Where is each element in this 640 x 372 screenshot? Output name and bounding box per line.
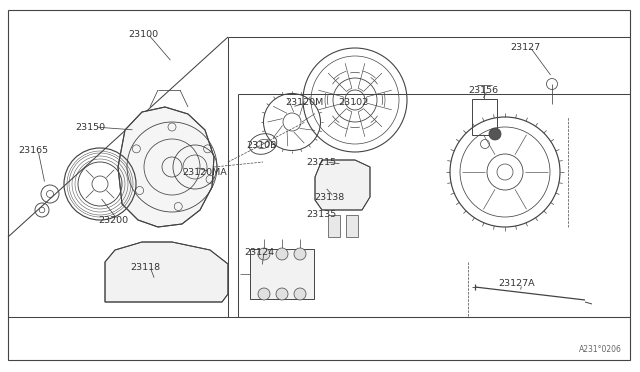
Polygon shape xyxy=(105,242,228,302)
Text: 23120MA: 23120MA xyxy=(182,167,227,176)
Text: 23127: 23127 xyxy=(510,42,540,51)
Polygon shape xyxy=(118,107,214,227)
Circle shape xyxy=(294,248,306,260)
Text: 23100: 23100 xyxy=(128,29,158,38)
Text: 23150: 23150 xyxy=(75,122,105,131)
Text: 23135: 23135 xyxy=(306,209,336,218)
Bar xyxy=(346,215,358,237)
Text: 23165: 23165 xyxy=(18,145,48,154)
Circle shape xyxy=(489,128,501,140)
Text: 23200: 23200 xyxy=(98,215,128,224)
Text: 23102: 23102 xyxy=(338,97,368,106)
Text: 2310B: 2310B xyxy=(246,141,276,150)
Circle shape xyxy=(276,288,288,300)
Text: 23120M: 23120M xyxy=(285,97,323,106)
Circle shape xyxy=(258,248,270,260)
Text: 23138: 23138 xyxy=(314,192,344,202)
Text: A231°0206: A231°0206 xyxy=(579,345,622,354)
Text: 23124: 23124 xyxy=(244,247,274,257)
Bar xyxy=(250,249,314,299)
Circle shape xyxy=(294,288,306,300)
Text: 23118: 23118 xyxy=(130,263,160,272)
Circle shape xyxy=(276,248,288,260)
Circle shape xyxy=(258,288,270,300)
Bar xyxy=(328,215,340,237)
Text: 23127A: 23127A xyxy=(498,279,534,289)
Text: 23215: 23215 xyxy=(306,157,336,167)
Bar xyxy=(472,99,497,135)
Text: 23156: 23156 xyxy=(468,86,498,94)
Polygon shape xyxy=(315,160,370,210)
